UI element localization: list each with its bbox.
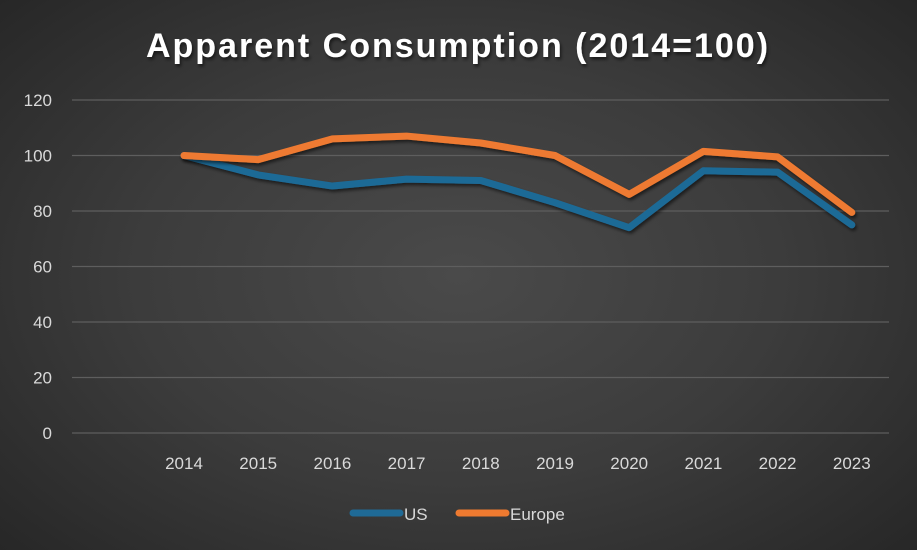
x-tick-label: 2014 [165, 454, 203, 473]
legend-item-us[interactable]: US [349, 505, 428, 524]
x-tick-label: 2023 [833, 454, 871, 473]
gridlines [72, 99, 889, 434]
legend: US Europe [349, 505, 565, 524]
x-tick-label: 2022 [759, 454, 797, 473]
y-tick-label: 120 [24, 91, 52, 110]
x-tick-label: 2020 [610, 454, 648, 473]
y-tick-label: 80 [33, 202, 52, 221]
legend-label: US [404, 505, 428, 524]
y-tick-label: 20 [33, 369, 52, 388]
x-tick-label: 2019 [536, 454, 574, 473]
y-axis-ticks: 0 20 40 60 80 100 120 [24, 91, 52, 443]
x-tick-label: 2018 [462, 454, 500, 473]
chart-title: Apparent Consumption (2014=100) [146, 27, 770, 65]
y-tick-label: 40 [33, 313, 52, 332]
series-lines [180, 132, 856, 232]
series-line-europe [180, 132, 856, 216]
legend-label: Europe [510, 505, 565, 524]
y-tick-label: 60 [33, 258, 52, 277]
x-tick-label: 2016 [313, 454, 351, 473]
x-tick-label: 2017 [388, 454, 426, 473]
series-line-us [180, 152, 856, 232]
x-tick-label: 2015 [239, 454, 277, 473]
y-tick-label: 0 [43, 424, 52, 443]
legend-item-europe[interactable]: Europe [455, 505, 565, 524]
y-tick-label: 100 [24, 147, 52, 166]
x-tick-label: 2021 [684, 454, 722, 473]
x-axis-ticks: 2014 2015 2016 2017 2018 2019 2020 2021 2022 2023 [165, 454, 871, 473]
